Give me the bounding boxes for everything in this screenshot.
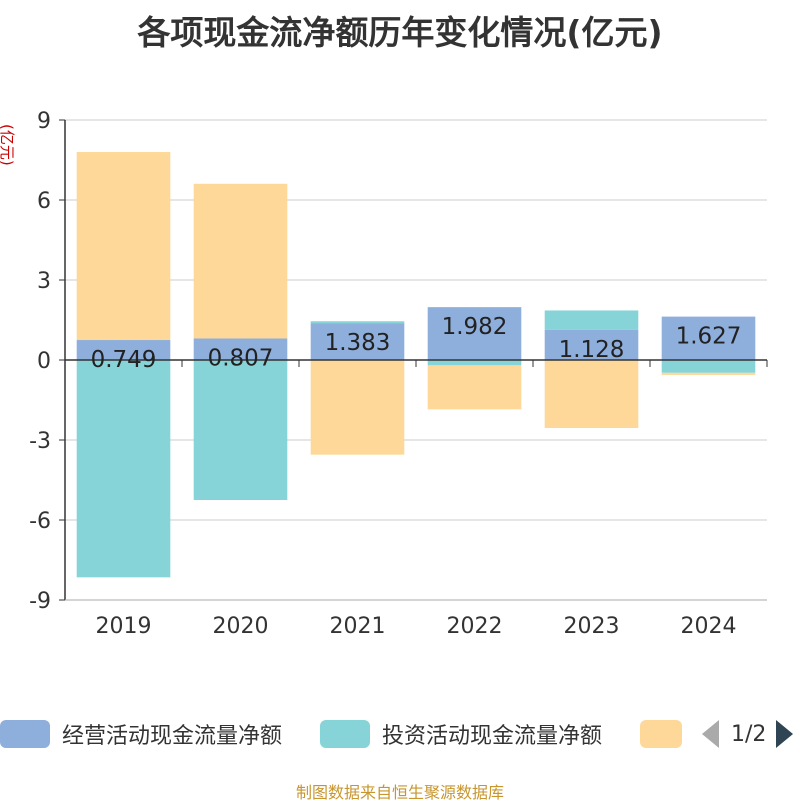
legend-swatch-operating <box>0 720 50 748</box>
bar-series3-2023[interactable] <box>544 360 639 428</box>
y-tick-label: -9 <box>29 589 51 614</box>
bar-series2-2021[interactable] <box>310 321 405 324</box>
bar-series2-2024[interactable] <box>661 360 756 373</box>
x-tick-label-2019: 2019 <box>96 614 152 639</box>
bar-series1-2022[interactable] <box>427 307 522 360</box>
data-label-2024: 1.627 <box>676 324 742 350</box>
data-label-2019: 0.749 <box>91 347 157 373</box>
legend-swatch-investing <box>320 720 370 748</box>
legend-label-operating: 经营活动现金流量净额 <box>62 724 283 749</box>
bar-series1-2024[interactable] <box>661 316 756 360</box>
legend-item-investing[interactable]: 投资活动现金流量净额 <box>320 718 602 750</box>
bar-series3-2021[interactable] <box>310 360 405 455</box>
legend-prev-arrow-icon[interactable] <box>702 720 719 748</box>
y-tick-label: -3 <box>29 429 51 454</box>
bar-series2-2022[interactable] <box>427 360 522 366</box>
chart-title: 各项现金流净额历年变化情况(亿元) <box>137 13 663 52</box>
bar-series2-2023[interactable] <box>544 310 639 330</box>
legend-pager: 1/2 <box>702 718 794 750</box>
y-tick-label: 3 <box>37 269 51 294</box>
y-tick-label: 6 <box>37 189 51 214</box>
bar-series3-2024[interactable] <box>661 372 756 375</box>
x-tick-label-2020: 2020 <box>213 614 269 639</box>
legend-page-indicator: 1/2 <box>731 721 767 747</box>
bar-series1-2019[interactable] <box>76 340 171 360</box>
bar-chart: -9 -6 -3 0 3 6 9 2019 2020 2021 2022 2023 2024 0.749 0… <box>29 109 768 639</box>
bar-series1-2021[interactable] <box>310 323 405 360</box>
bar-series1-2020[interactable] <box>193 338 288 360</box>
legend-item-operating[interactable]: 经营活动现金流量净额 <box>0 718 282 750</box>
y-tick-label: 9 <box>37 109 51 134</box>
bar-series3-2022[interactable] <box>427 365 522 410</box>
data-source-note: 制图数据来自恒生聚源数据库 <box>295 783 504 802</box>
bar-series3-2020[interactable] <box>193 183 288 339</box>
data-label-2022: 1.982 <box>442 314 508 340</box>
legend-next-arrow-icon[interactable] <box>776 720 794 748</box>
bar-series2-2020[interactable] <box>193 360 288 500</box>
legend-swatch-financing <box>640 720 682 748</box>
data-label-2023: 1.128 <box>559 337 625 363</box>
x-tick-label-2024: 2024 <box>681 614 737 639</box>
data-label-2021: 1.383 <box>325 330 391 356</box>
legend-item-financing[interactable] <box>640 718 682 750</box>
bar-series2-2019[interactable] <box>76 360 171 578</box>
legend-label-investing: 投资活动现金流量净额 <box>382 724 603 749</box>
y-tick-label: 0 <box>37 349 51 374</box>
legend: 经营活动现金流量净额 投资活动现金流量净额 1/2 <box>0 716 800 752</box>
x-tick-label-2023: 2023 <box>564 614 620 639</box>
bar-series1-2023[interactable] <box>544 329 639 360</box>
data-label-2020: 0.807 <box>208 345 274 371</box>
x-tick-label-2022: 2022 <box>447 614 503 639</box>
x-tick-label-2021: 2021 <box>330 614 386 639</box>
y-tick-label: -6 <box>29 509 51 534</box>
bar-series3-2019[interactable] <box>76 152 171 341</box>
